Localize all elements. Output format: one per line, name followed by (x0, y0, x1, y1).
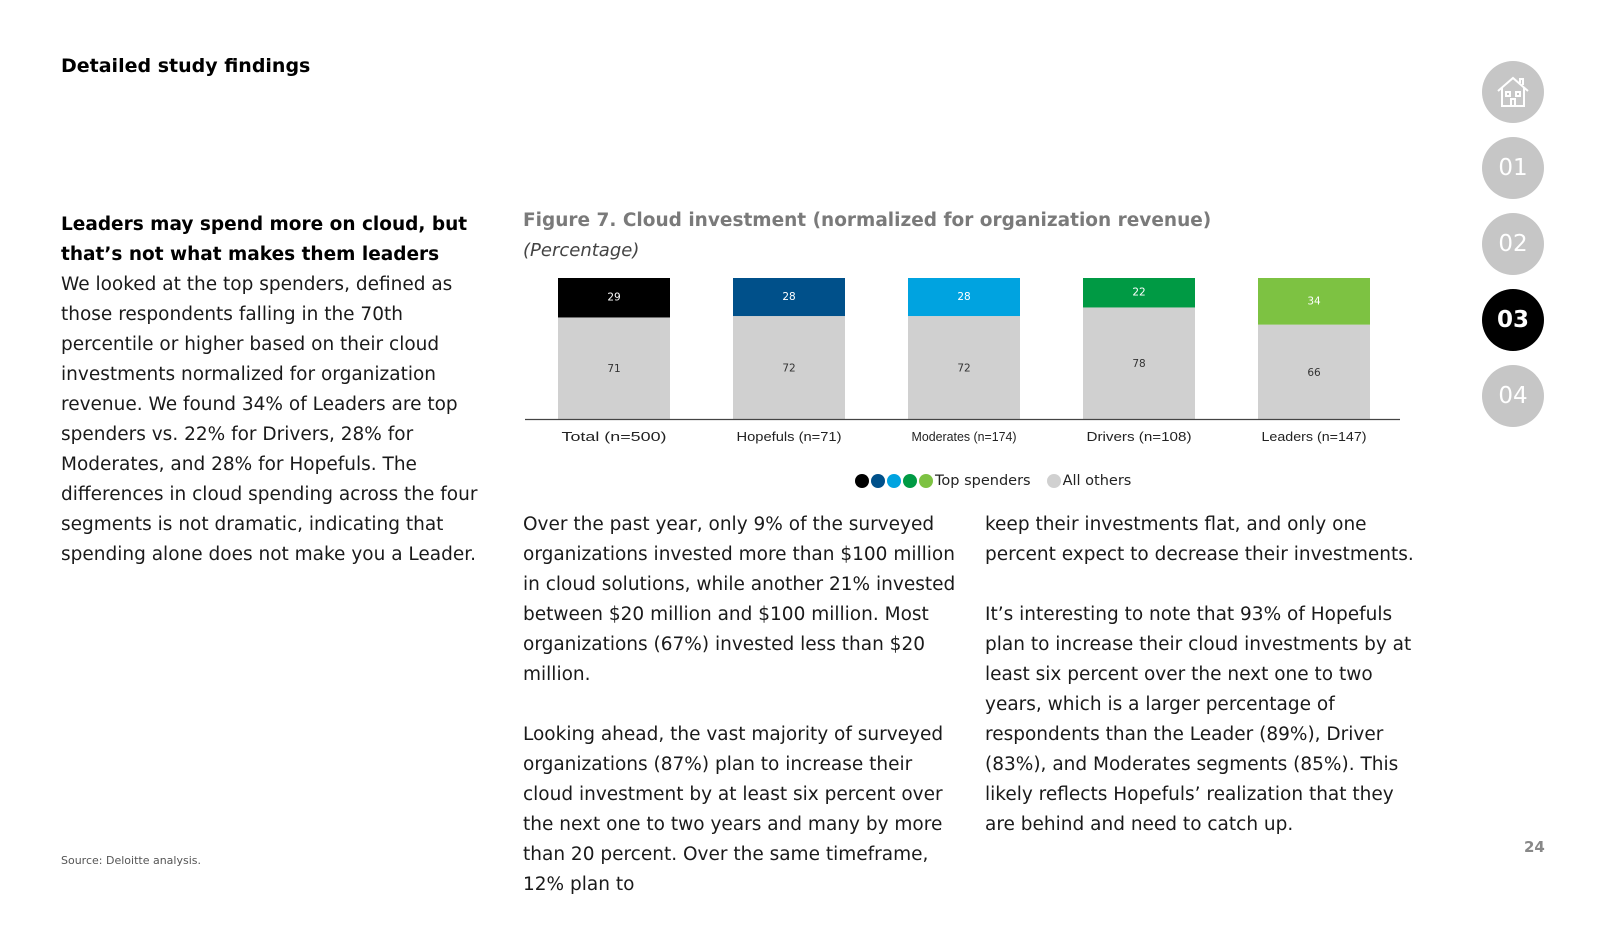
data-label-top-spenders: 29 (607, 292, 620, 304)
body-paragraph: Looking ahead, the vast majority of surv… (523, 724, 944, 895)
body-paragraph: It’s interesting to note that 93% of Hop… (985, 604, 1412, 835)
legend-swatch-top-spenders-3 (887, 474, 901, 488)
legend-label-top-spenders: Top spenders (935, 473, 1031, 489)
data-label-top-spenders: 22 (1132, 287, 1145, 299)
data-label-top-spenders: 34 (1307, 295, 1321, 307)
body-paragraph: keep their investments flat, and only on… (985, 514, 1414, 565)
x-tick-label: Leaders (n=147) (1262, 429, 1367, 444)
nav-home-button[interactable] (1482, 61, 1544, 123)
body-column-b: keep their investments flat, and only on… (985, 510, 1425, 870)
chart-legend: Top spenders All others (855, 473, 1131, 489)
bar-segment-top-spenders (558, 278, 670, 318)
x-tick-label: Moderates (n=174) (912, 429, 1017, 444)
data-label-all-others: 66 (1307, 367, 1321, 379)
x-tick-label: Total (n=500) (562, 429, 667, 444)
source-note: Source: Deloitte analysis. (61, 854, 201, 867)
stacked-bar-chart: 71 29 Total (n=500) 72 28 Hopefuls (n=71) 72 28… (525, 278, 1400, 444)
data-label-all-others: 72 (957, 363, 970, 375)
data-label-top-spenders: 28 (957, 291, 970, 303)
bar-segment-all-others (1258, 324, 1370, 419)
legend-swatches-top-spenders (855, 474, 935, 488)
nav-section-02[interactable]: 02 (1482, 213, 1544, 275)
page-number: 24 (1524, 838, 1545, 856)
data-label-all-others: 78 (1132, 358, 1145, 370)
bar-segment-top-spenders (1083, 278, 1195, 308)
x-tick-label: Hopefuls (n=71) (737, 429, 842, 444)
body-column-a: Over the past year, only 9% of the surve… (523, 510, 963, 930)
nav-section-03[interactable]: 03 (1482, 289, 1544, 351)
intro-text: Leaders may spend more on cloud, but tha… (61, 210, 481, 570)
section-title: Detailed study findings (61, 55, 311, 77)
nav-section-01[interactable]: 01 (1482, 137, 1544, 199)
intro-lead: Leaders may spend more on cloud, but tha… (61, 214, 468, 265)
data-label-all-others: 71 (607, 363, 620, 375)
legend-swatch-top-spenders-4 (903, 474, 917, 488)
bar-segment-top-spenders (1258, 278, 1370, 325)
home-icon (1497, 76, 1529, 107)
legend-swatch-top-spenders-2 (871, 474, 885, 488)
bar-segment-top-spenders (908, 278, 1020, 317)
figure-subtitle: (Percentage) (523, 240, 640, 261)
x-tick-label: Drivers (n=108) (1087, 429, 1192, 444)
bar-segment-all-others (733, 316, 845, 419)
legend-label-all-others: All others (1062, 473, 1132, 489)
body-paragraph: Over the past year, only 9% of the surve… (523, 514, 956, 685)
intro-body: We looked at the top spenders, defined a… (61, 274, 478, 565)
bar-segment-all-others (908, 316, 1020, 419)
data-label-all-others: 72 (782, 363, 795, 375)
legend-swatch-all-others (1046, 474, 1061, 488)
figure-title: Figure 7. Cloud investment (normalized f… (523, 210, 1212, 231)
legend-swatch-top-spenders-1 (855, 474, 869, 488)
bar-segment-all-others (1083, 307, 1195, 419)
data-label-top-spenders: 28 (782, 291, 795, 303)
bar-segment-all-others (558, 317, 670, 419)
nav-section-04[interactable]: 04 (1482, 365, 1544, 427)
legend-swatch-top-spenders-5 (919, 474, 933, 488)
bar-segment-top-spenders (733, 278, 845, 317)
